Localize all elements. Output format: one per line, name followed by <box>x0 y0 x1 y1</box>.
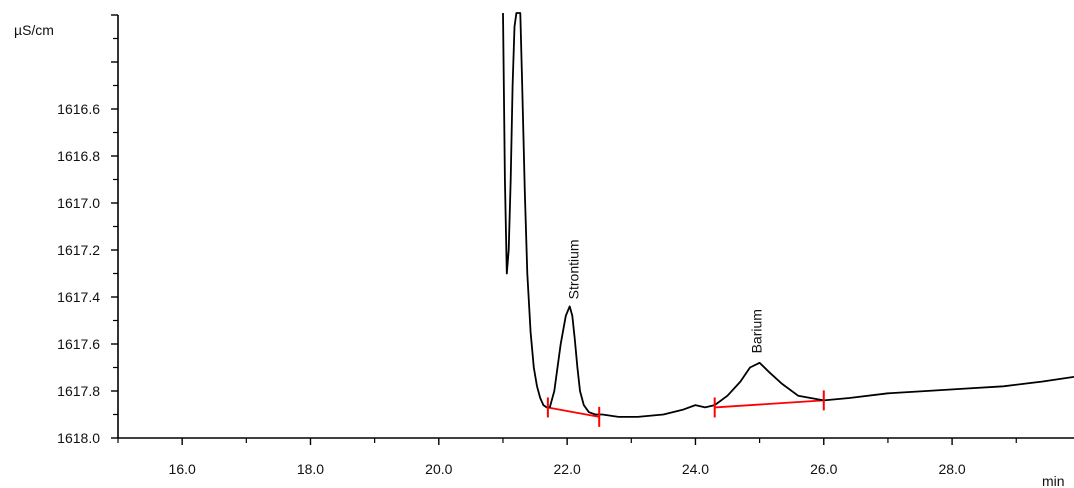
y-ticks: 1616.6 1616.8 1617.0 1617.2 1617.4 1617.6 1617… <box>57 14 118 446</box>
peak-label: Barium <box>748 309 764 353</box>
y-tick-label: 1617.4 <box>57 289 100 305</box>
y-tick-label: 1616.8 <box>57 148 100 164</box>
baseline-line <box>714 399 824 409</box>
peak-markers <box>546 390 825 427</box>
y-tick-label: 1617.6 <box>57 336 100 352</box>
y-unit-label: µS/cm <box>14 22 54 38</box>
x-tick-label: 22.0 <box>554 461 581 477</box>
x-tick-label: 24.0 <box>682 461 709 477</box>
baseline-line <box>547 406 600 418</box>
y-tick-label: 1617.2 <box>57 242 100 258</box>
x-tick-label: 16.0 <box>169 461 196 477</box>
x-tick-label: 28.0 <box>938 461 965 477</box>
axes <box>117 15 1074 439</box>
y-tick-label: 1618.0 <box>57 430 100 446</box>
peak-annotations: Strontium Barium <box>566 239 765 353</box>
y-tick-label: 1616.6 <box>57 101 100 117</box>
y-tick-label: 1617.8 <box>57 383 100 399</box>
peak-label: Strontium <box>566 239 582 299</box>
x-tick-label: 20.0 <box>425 461 452 477</box>
x-unit-label: min <box>1042 473 1065 488</box>
x-tick-label: 26.0 <box>810 461 837 477</box>
series-group <box>502 12 1074 418</box>
series-line <box>502 12 1074 418</box>
integration-baselines <box>547 399 824 418</box>
y-tick-label: 1617.0 <box>57 195 100 211</box>
x-ticks: 16.0 18.0 20.0 22.0 24.0 26.0 28.0 <box>117 438 1017 477</box>
x-tick-label: 18.0 <box>297 461 324 477</box>
